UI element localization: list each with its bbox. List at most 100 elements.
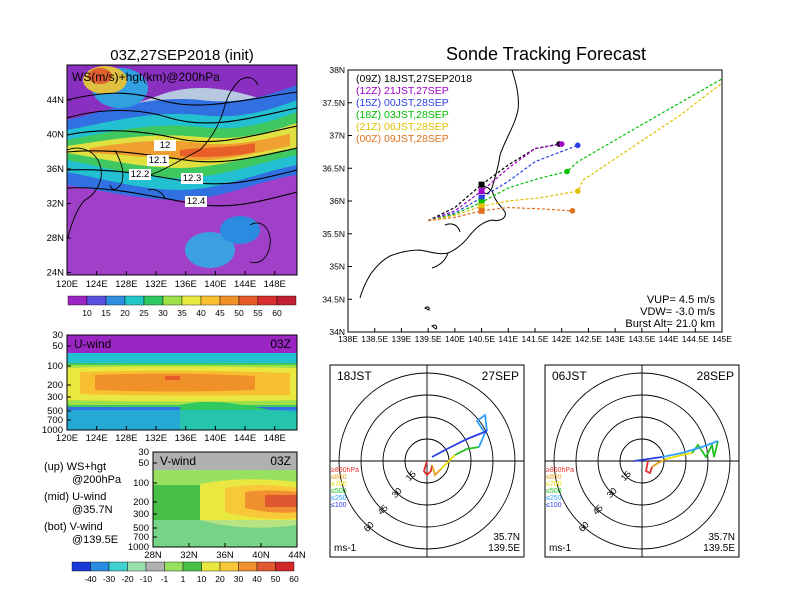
v-wind-time: 03Z <box>270 454 291 468</box>
track-line-4 <box>428 82 722 222</box>
v-colorbar-swatch <box>256 561 276 572</box>
hodo-ring-label: 15 <box>404 469 418 483</box>
track-burst-marker-1 <box>478 188 485 195</box>
track-endpoint-5 <box>569 208 576 214</box>
map-x-tick-label: 132E <box>145 279 167 290</box>
v-colorbar-swatch <box>201 561 221 572</box>
v-colorbar-swatch <box>127 561 147 572</box>
track-y-tick-label: 35.5N <box>322 229 345 239</box>
ws-colorbar-label: 15 <box>101 308 111 318</box>
v-x-tick-label: 40N <box>252 550 270 561</box>
v-colorbar-label: 1 <box>181 574 186 584</box>
hodo-segment-3 <box>691 440 719 459</box>
track-legend-entry: (21Z) 06JST,28SEP <box>356 121 449 133</box>
u-x-tick-label: 128E <box>115 433 137 444</box>
ws-colorbar-swatch <box>67 295 88 306</box>
v-wind-field <box>153 452 297 547</box>
vup-annotation: VUP= 4.5 m/s <box>647 294 716 306</box>
track-burst-marker-2 <box>478 194 485 201</box>
hodo-segment-1 <box>651 458 667 468</box>
ws-colorbar-swatch <box>276 295 297 306</box>
map-y-tick-label: 44N <box>47 95 65 106</box>
contour-label-box <box>181 173 203 184</box>
u-y-tick-label: 50 <box>52 341 63 352</box>
u-x-tick-label: 124E <box>86 433 108 444</box>
track-x-tick-label: 138E <box>338 334 358 344</box>
u-x-tick-label: 132E <box>145 433 167 444</box>
track-endpoint-2 <box>574 142 581 149</box>
hodo-segment-5 <box>633 456 663 462</box>
hodo-segment-2 <box>440 454 456 470</box>
u-y-tick-label: 1000 <box>42 425 63 436</box>
ws-colorbar-label: 45 <box>215 308 225 318</box>
track-x-tick-label: 141.5E <box>522 334 549 344</box>
track-x-tick-label: 144E <box>659 334 679 344</box>
hodo-level-legend: ≤500 <box>546 488 562 495</box>
u-y-tick-label: 700 <box>47 415 63 426</box>
ws-colorbar-swatch <box>257 295 278 306</box>
map-y-tick-label: 24N <box>47 268 65 279</box>
note-up-line2: @200hPa <box>72 474 122 486</box>
hodograph-28sep: 06JST 28SEP15304560≥850hPa≤850≤700≤500≤25… <box>544 364 740 558</box>
v-colorbar-swatch <box>238 561 258 572</box>
contour-label-box <box>129 169 151 180</box>
u-x-tick-label: 120E <box>56 433 78 444</box>
u-y-tick-label: 30 <box>52 330 63 341</box>
map-x-tick-label: 144E <box>234 279 256 290</box>
map-y-tick-label: 40N <box>47 130 65 141</box>
hodograph-27sep: 18JST 27SEP15304560≥850hPa≤850≤700≤500≤25… <box>329 364 525 558</box>
v-colorbar-swatch <box>71 561 91 572</box>
track-y-tick-label: 38N <box>329 65 345 75</box>
track-x-tick-label: 142.5E <box>575 334 602 344</box>
track-x-tick-label: 143E <box>605 334 625 344</box>
contour-label: 12 <box>160 140 171 151</box>
v-colorbar-swatch <box>164 561 184 572</box>
track-x-tick-label: 139.5E <box>415 334 442 344</box>
hodo-level-legend: ≤500 <box>331 488 347 495</box>
map-x-tick-label: 148E <box>264 279 286 290</box>
track-y-tick-label: 36.5N <box>322 163 345 173</box>
v-x-tick-label: 36N <box>216 550 234 561</box>
map-title: 03Z,27SEP2018 (init) <box>110 47 253 64</box>
track-legend-entry: (09Z) 18JST,27SEP2018 <box>356 73 472 85</box>
hodo-segment-4 <box>475 413 488 448</box>
u-y-tick-label: 300 <box>47 392 63 403</box>
hodo-segment-4 <box>661 440 719 458</box>
hodo-lon: 139.5E <box>488 543 520 554</box>
track-y-tick-label: 35N <box>329 262 345 272</box>
contour-label-box <box>154 140 176 151</box>
hodo-ring-label: 60 <box>577 520 591 534</box>
ws-colorbar-label: 25 <box>139 308 149 318</box>
track-y-tick-label: 36N <box>329 196 345 206</box>
map-x-tick-label: 124E <box>86 279 108 290</box>
u-x-ticks: 120E 124E 128E 132E 136E 140E 144E 148E <box>56 426 286 444</box>
track-x-tick-label: 141E <box>498 334 518 344</box>
v-y-tick-label: 50 <box>138 458 149 469</box>
v-colorbar-label: 10 <box>197 574 207 584</box>
track-x-tick-label: 140.5E <box>468 334 495 344</box>
track-legend-entry: (15Z) 00JST,28SEP <box>356 97 449 109</box>
hodo-segment-2 <box>665 452 693 460</box>
map-y-ticks: 44N 40N 36N 32N 28N 24N <box>47 95 71 279</box>
hodo-level-legend: ≥850hPa <box>546 467 574 474</box>
map-y-tick-label: 36N <box>47 164 65 175</box>
track-x-tick-label: 140E <box>445 334 465 344</box>
ws-colorbar-label: 50 <box>234 308 244 318</box>
track-x-tick-label: 143.5E <box>628 334 655 344</box>
contour-label: 12.3 <box>183 173 202 184</box>
v-colorbar-label: 40 <box>252 574 262 584</box>
ws-map-field <box>67 65 297 275</box>
hodo-lat: 35.7N <box>708 532 735 543</box>
hodo-unit: ms-1 <box>549 543 572 554</box>
note-up-line1: (up) WS+hgt <box>44 461 106 473</box>
ws-colorbar-swatch <box>200 295 221 306</box>
map-y-tick-label: 32N <box>47 199 65 210</box>
hodo-level-legend: ≤100 <box>331 502 347 509</box>
burst-annotation: Burst Alt= 21.0 km <box>625 318 715 330</box>
ws-colorbar: 10 15 20 25 30 35 40 45 50 55 60 <box>67 295 297 318</box>
hodo-lat: 35.7N <box>493 532 520 543</box>
note-bot-line2: @139.5E <box>72 534 118 546</box>
contour-label-box <box>147 155 169 166</box>
track-x-ticks: 138E 138.5E 139E 139.5E 140E 140.5E 141E 141.5E… <box>338 328 732 344</box>
